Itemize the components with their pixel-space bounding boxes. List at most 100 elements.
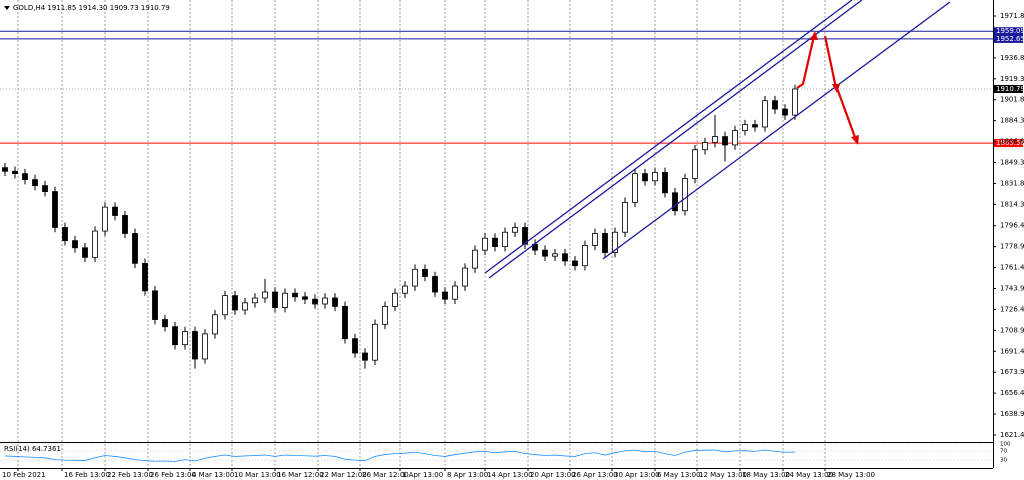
candle-body <box>682 178 688 212</box>
candle-body <box>82 247 88 258</box>
x-tick-label: 18 May 13:00 <box>742 471 790 479</box>
y-tick-label: 1919.30 <box>1000 75 1024 83</box>
candle-body <box>172 326 178 346</box>
y-tick-label: 1778.95 <box>1000 243 1024 251</box>
candle-body <box>552 253 558 257</box>
candle-body <box>462 267 468 287</box>
candle-body <box>782 108 788 116</box>
candle-body <box>562 253 568 262</box>
y-tick-label: 1796.45 <box>1000 222 1024 230</box>
channel-line <box>602 1 951 260</box>
y-tick-label: 1971.80 <box>1000 12 1024 20</box>
x-tick-label: 28 May 13:00 <box>827 471 875 479</box>
candle-body <box>272 291 278 308</box>
arrow-heads <box>810 31 859 145</box>
candle-body <box>772 100 778 110</box>
x-tick-label: 14 Apr 13:00 <box>487 471 533 479</box>
rsi-tick-label: 70 <box>1000 448 1007 454</box>
y-tick-label: 1621.45 <box>1000 431 1024 439</box>
candle-body <box>542 249 548 257</box>
y-tick-label: 1936.80 <box>1000 54 1024 62</box>
x-tick-label: 6 May 13:00 <box>657 471 701 479</box>
channel-line <box>488 0 863 279</box>
x-tick-label: 24 May 13:00 <box>785 471 833 479</box>
x-tick-label: 10 Feb 2021 <box>2 471 46 479</box>
y-tick-label: 1849.30 <box>1000 159 1024 167</box>
candle-body <box>702 142 708 151</box>
arrow-head <box>810 31 818 40</box>
x-tick-label: 30 Apr 13:00 <box>614 471 660 479</box>
candle-body <box>192 331 198 360</box>
y-tick-label: 1901.80 <box>1000 96 1024 104</box>
candle-body <box>292 292 298 298</box>
y-tick-label: 1638.95 <box>1000 410 1024 418</box>
level-label-box <box>994 27 1023 36</box>
candle-body <box>422 268 428 277</box>
rsi-line <box>4 449 796 462</box>
candle-body <box>662 172 668 194</box>
candle-body <box>732 130 738 146</box>
level-label: 1865.56 <box>996 139 1024 147</box>
rsi-tick-label: 30 <box>1000 458 1007 464</box>
candle-body <box>652 172 658 182</box>
arrow-head <box>851 135 859 145</box>
y-tick-label: 1866.80 <box>1000 138 1024 146</box>
candle-body <box>42 185 48 192</box>
menu-icon <box>4 6 10 10</box>
candle-body <box>12 170 18 175</box>
candle-body <box>382 305 388 325</box>
candle-body <box>2 167 8 172</box>
candle-body <box>432 276 438 293</box>
candle-body <box>122 215 128 234</box>
channel-line <box>484 0 853 274</box>
candle-body <box>202 333 208 360</box>
level-label-box <box>994 34 1023 43</box>
candle-body <box>482 237 488 251</box>
y-tick-label: 1831.80 <box>1000 179 1024 187</box>
candle-body <box>362 352 368 361</box>
candle-body <box>622 201 628 233</box>
candle-body <box>302 296 308 300</box>
candle-body <box>332 297 338 307</box>
x-tick-label: 22 Mar 12:00 <box>320 471 367 479</box>
level-label: 1952.65 <box>996 35 1024 43</box>
y-tick-label: 1743.95 <box>1000 285 1024 293</box>
y-tick-label: 1691.45 <box>1000 347 1024 355</box>
candle-body <box>642 173 648 182</box>
rsi-tick-label: 100 <box>1000 442 1011 448</box>
candle-body <box>62 227 68 242</box>
candle-body <box>72 240 78 249</box>
candle-body <box>212 314 218 335</box>
candle-body <box>262 291 268 299</box>
candle-body <box>692 149 698 179</box>
candle-body <box>372 323 378 361</box>
x-tick-label: 1 Apr 13:00 <box>402 471 443 479</box>
x-tick-label: 26 Feb 13:00 <box>150 471 196 479</box>
arrow <box>823 35 838 89</box>
candle-body <box>612 231 618 253</box>
candle-body <box>152 290 158 320</box>
indicator-title: RSI(14) 64.7361 <box>4 445 61 453</box>
grid <box>17 0 826 468</box>
candle-body <box>742 124 748 131</box>
candle-body <box>602 233 608 253</box>
candle-body <box>762 100 768 128</box>
forecast-arrows <box>796 35 858 141</box>
candle-body <box>162 319 168 328</box>
candle-body <box>512 227 518 233</box>
candle-body <box>232 295 238 311</box>
candle-body <box>472 249 478 269</box>
candle-body <box>402 285 408 294</box>
candle-body <box>392 292 398 307</box>
x-tick-label: 22 Feb 13:00 <box>107 471 153 479</box>
candle-body <box>452 285 458 300</box>
y-tick-label: 1726.45 <box>1000 305 1024 313</box>
candle-body <box>492 237 498 247</box>
candle-body <box>252 297 258 304</box>
price-label: 1910.79 <box>996 85 1024 93</box>
candle-body <box>112 206 118 216</box>
